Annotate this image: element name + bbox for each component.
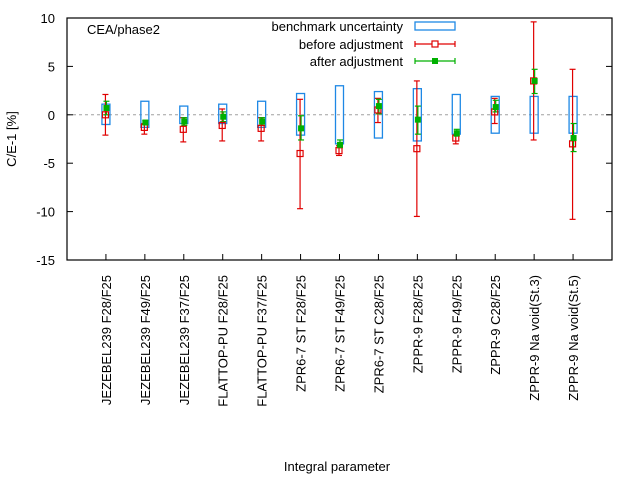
y-tick-label: 0 <box>48 108 55 123</box>
x-tick-label: ZPPR-9 Na void(St.3) <box>527 275 542 401</box>
x-tick-label: ZPPR-9 Na void(St.5) <box>566 275 581 401</box>
after-marker <box>220 113 227 120</box>
legend-label: benchmark uncertainty <box>271 19 403 34</box>
legend-label: before adjustment <box>299 37 403 52</box>
after-marker <box>181 118 188 125</box>
before-marker <box>179 125 187 133</box>
after-marker <box>414 116 421 123</box>
x-tick-label: ZPPR-9 F49/F25 <box>449 275 464 373</box>
x-tick-label: FLATTOP-PU F28/F25 <box>216 275 231 407</box>
after-marker <box>103 105 110 112</box>
x-tick-label: JEZEBEL239 F37/F25 <box>177 275 192 405</box>
after-marker <box>570 135 577 142</box>
y-tick-label: -5 <box>43 156 55 171</box>
annotation-label: CEA/phase2 <box>87 22 160 37</box>
y-tick-label: -10 <box>36 205 55 220</box>
legend-filled-square-marker <box>432 58 438 64</box>
x-tick-label: ZPR6-7 ST F49/F25 <box>333 275 348 392</box>
x-tick-label: JEZEBEL239 F49/F25 <box>138 275 153 405</box>
after-marker <box>531 77 538 84</box>
x-tick-label: ZPR6-7 ST C28/F25 <box>371 275 386 393</box>
x-tick-label: FLATTOP-PU F37/F25 <box>255 275 270 407</box>
legend-label: after adjustment <box>310 54 404 69</box>
y-tick-label: 5 <box>48 59 55 74</box>
before-marker <box>413 145 421 153</box>
before-marker <box>257 124 265 132</box>
after-marker <box>453 130 460 137</box>
legend: benchmark uncertainty before adjustment af… <box>271 19 456 69</box>
x-tick-label: ZPR6-7 ST F28/F25 <box>294 275 309 392</box>
before-marker <box>218 121 226 130</box>
x-tick-label: JEZEBEL239 F28/F25 <box>99 275 114 405</box>
x-tick-label: ZPPR-9 F28/F25 <box>410 275 425 373</box>
after-marker <box>337 141 343 148</box>
uncertainty-box <box>373 90 384 139</box>
legend-box-swatch <box>414 21 456 31</box>
after-marker <box>492 104 499 111</box>
after-marker <box>259 118 266 125</box>
after-marker <box>142 119 149 126</box>
y-tick-label: -15 <box>36 253 55 268</box>
x-tick-label: ZPPR-9 C28/F25 <box>488 275 503 375</box>
after-marker <box>375 103 382 110</box>
y-tick-label: 10 <box>41 11 55 26</box>
y-axis-label: C/E-1 [%] <box>4 111 19 167</box>
x-axis-label: Integral parameter <box>284 459 391 474</box>
before-marker <box>101 111 110 119</box>
legend-open-square-marker <box>431 40 439 48</box>
before-marker <box>296 149 304 158</box>
after-marker <box>298 125 305 132</box>
